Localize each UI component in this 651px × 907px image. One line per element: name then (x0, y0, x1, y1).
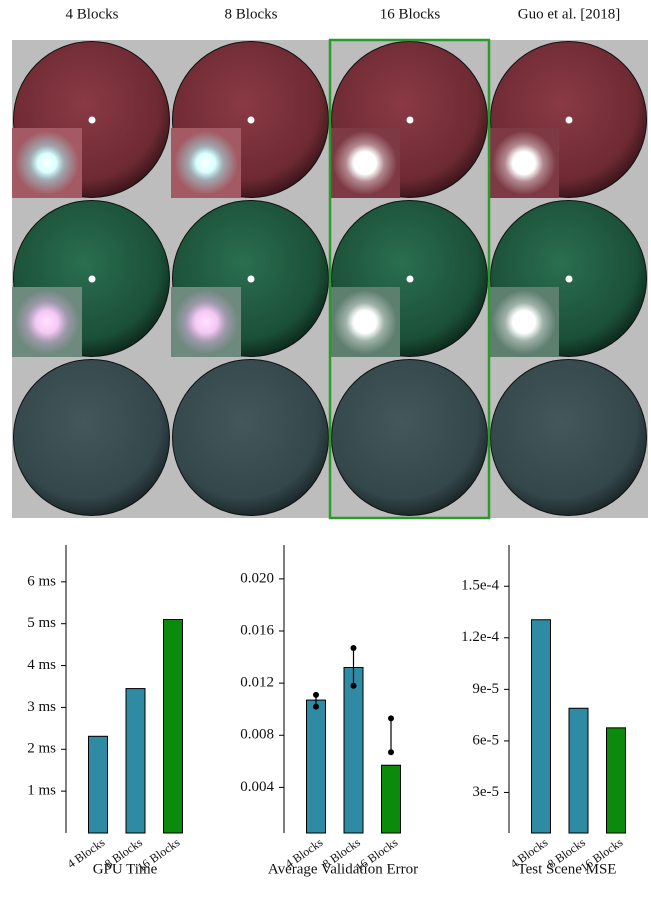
bar (382, 765, 401, 833)
y-tick-label: 0.008 (240, 727, 274, 743)
highlight (248, 276, 255, 283)
bar (164, 620, 183, 833)
y-tick-label: 0.004 (240, 779, 274, 795)
column-header: 4 Blocks (66, 6, 119, 22)
figure: 4 Blocks 8 Blocks 16 Blocks Guo et al. [… (0, 0, 651, 907)
bar (532, 620, 551, 833)
inset-glow (15, 131, 79, 195)
inset-glow (174, 131, 238, 195)
highlight (89, 117, 96, 124)
sphere (491, 360, 647, 516)
inset-glow (174, 290, 238, 354)
y-tick-label: 1 ms (27, 783, 56, 799)
inset-glow (492, 290, 556, 354)
y-tick-label: 3 ms (27, 699, 56, 715)
sphere (14, 360, 170, 516)
bar (569, 708, 588, 833)
bar (89, 736, 108, 833)
column-header: Guo et al. [2018] (518, 6, 620, 22)
chart-title: Test Scene MSE (518, 861, 617, 877)
run-point (388, 715, 394, 721)
y-tick-label: 0.016 (240, 622, 274, 638)
inset-glow (333, 131, 397, 195)
highlight (566, 117, 573, 124)
bar (607, 728, 626, 833)
y-tick-label: 0.012 (240, 675, 274, 691)
y-tick-label: 4 ms (27, 657, 56, 673)
sphere (332, 360, 488, 516)
bar (126, 689, 145, 833)
y-tick-label: 1.2e-4 (461, 629, 499, 645)
highlight (248, 117, 255, 124)
run-point (388, 749, 394, 755)
run-point (351, 645, 357, 651)
y-tick-label: 3e-5 (472, 784, 499, 800)
y-tick-label: 9e-5 (472, 681, 499, 697)
bar (307, 700, 326, 833)
y-tick-label: 1.5e-4 (461, 578, 499, 594)
highlight (89, 276, 96, 283)
y-tick-label: 0.020 (240, 570, 274, 586)
column-header: 8 Blocks (225, 6, 278, 22)
x-tick-label: 16 Blocks (135, 835, 183, 874)
highlight (566, 276, 573, 283)
bar (344, 667, 363, 833)
inset-glow (492, 131, 556, 195)
y-tick-label: 6 ms (27, 573, 56, 589)
sphere (173, 360, 329, 516)
inset-glow (333, 290, 397, 354)
y-tick-label: 5 ms (27, 615, 56, 631)
highlight (407, 117, 414, 124)
inset-glow (15, 290, 79, 354)
column-header: 16 Blocks (380, 6, 441, 22)
y-tick-label: 6e-5 (472, 732, 499, 748)
highlight (407, 276, 414, 283)
y-tick-label: 2 ms (27, 741, 56, 757)
run-point (351, 683, 357, 689)
run-point (313, 704, 319, 710)
run-point (313, 692, 319, 698)
